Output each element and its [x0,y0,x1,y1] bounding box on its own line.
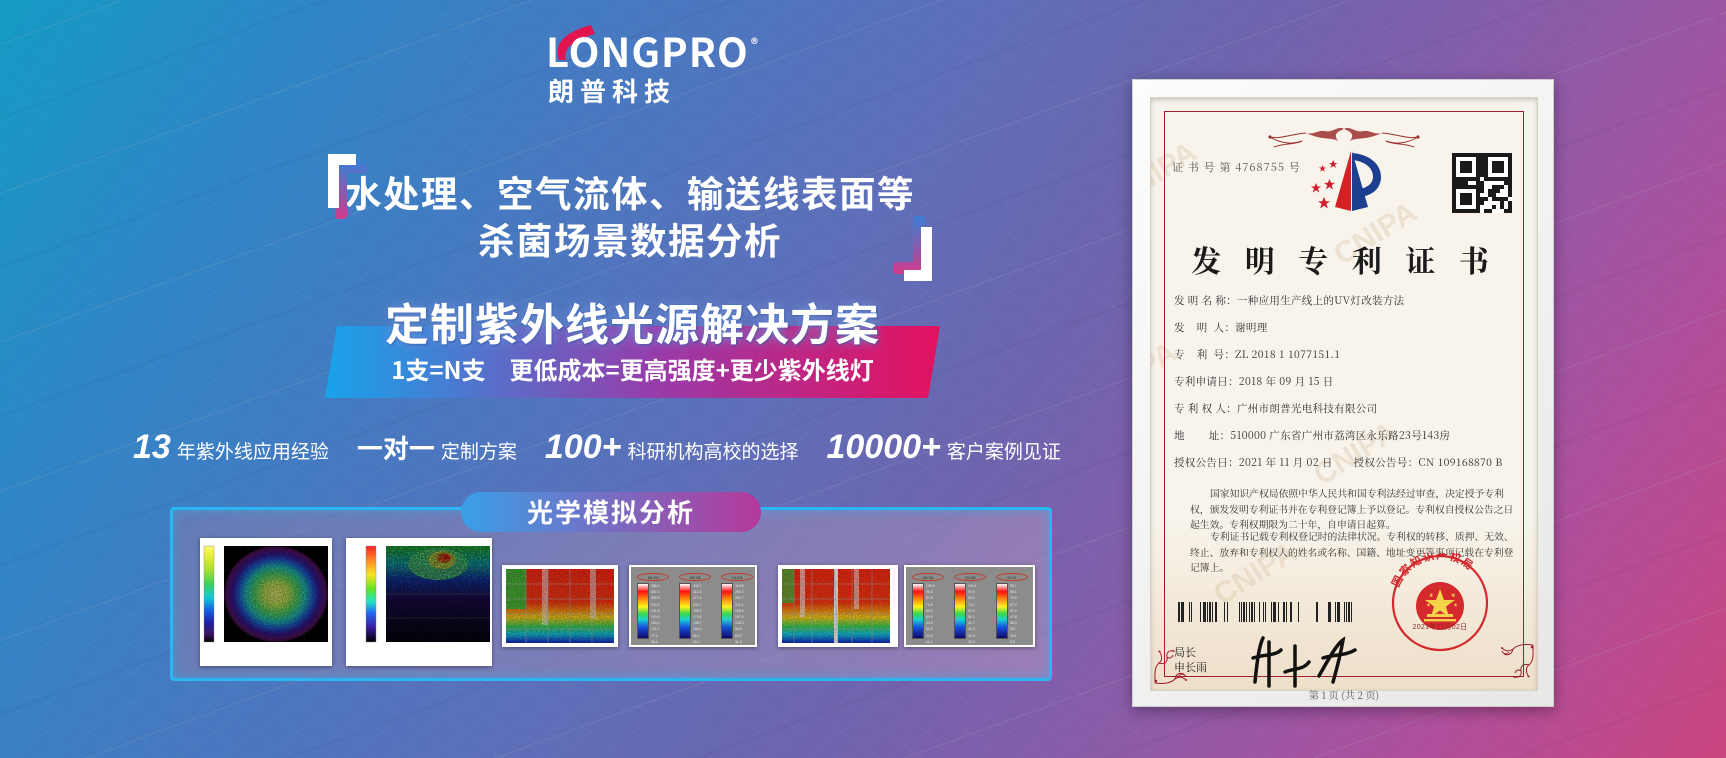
svg-text:2021年11月02日: 2021年11月02日 [1413,622,1468,631]
